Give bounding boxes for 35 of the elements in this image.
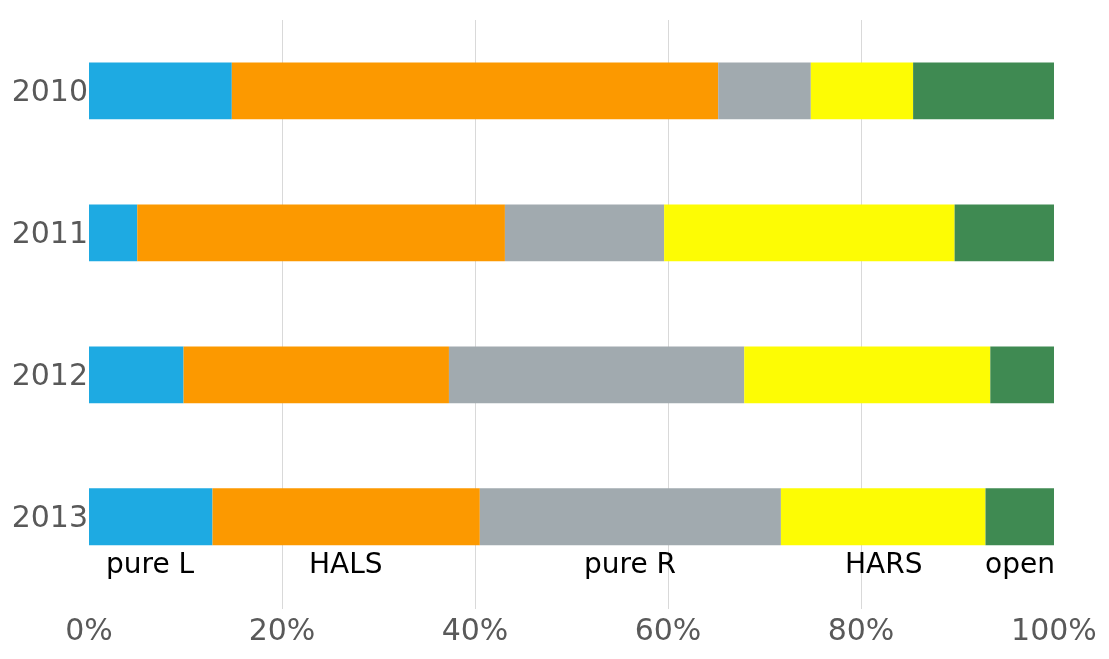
series-label: open [985,547,1055,580]
bar [89,204,138,262]
bar [718,62,811,120]
y-tick-label: 2010 [11,73,88,109]
bar [744,346,991,404]
x-tick-label: 100% [1011,612,1097,647]
bar [985,488,1054,546]
bar [479,488,781,546]
bar [664,204,955,262]
bar [780,488,986,546]
bar [212,488,480,546]
bar [89,488,213,546]
bar [448,346,745,404]
x-tick-label: 0% [65,612,113,647]
bar [954,204,1054,262]
bar [231,62,719,120]
bar [990,346,1054,404]
y-tick-label: 2011 [11,215,88,251]
series-label: HARS [845,547,923,580]
series-label: pure L [106,547,195,580]
x-tick-label: 80% [827,612,895,647]
y-tick-label: 2013 [11,499,88,535]
y-tick-label: 2012 [11,357,88,393]
bar [89,346,184,404]
x-tick-label: 60% [634,612,702,647]
bar [810,62,914,120]
bar [504,204,665,262]
bar [137,204,505,262]
series-label: HALS [309,547,383,580]
bar [89,62,232,120]
x-tick-label: 40% [441,612,509,647]
bar [913,62,1054,120]
bar [183,346,449,404]
x-tick-label: 20% [248,612,316,647]
series-label: pure R [584,547,676,580]
